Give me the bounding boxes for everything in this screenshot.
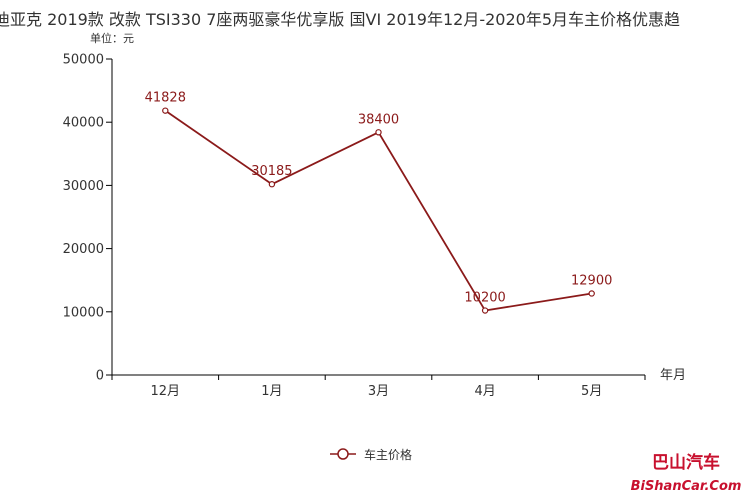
data-point[interactable] bbox=[588, 290, 595, 297]
x-tick-label: 4月 bbox=[474, 384, 495, 399]
data-label: 10200 bbox=[464, 291, 505, 306]
data-label: 30185 bbox=[251, 164, 292, 179]
series-layer: 41828 30185 38400 10200 12900 bbox=[145, 91, 612, 314]
x-tick-label: 12月 bbox=[151, 384, 181, 399]
y-tick-label: 0 bbox=[96, 369, 104, 384]
watermark-logo-icon: 巴山汽车 BiShanCar.Com bbox=[631, 452, 742, 494]
chart-title-text: 迪亚克 2019款 改款 TSI330 7座两驱豪华优享版 国VI 2019年1… bbox=[0, 10, 681, 29]
legend-marker-icon bbox=[330, 448, 356, 460]
chart-title: 迪亚克 2019款 改款 TSI330 7座两驱豪华优享版 国VI 2019年1… bbox=[0, 0, 744, 34]
y-tick-label: 30000 bbox=[63, 179, 104, 194]
y-tick-label: 10000 bbox=[63, 305, 104, 320]
data-point[interactable] bbox=[375, 129, 382, 136]
data-point[interactable] bbox=[268, 181, 276, 188]
data-point[interactable] bbox=[481, 307, 489, 314]
y-axis: 0 10000 20000 30000 40000 50000 bbox=[63, 53, 113, 384]
y-tick-label: 50000 bbox=[63, 53, 104, 68]
y-tick-label: 20000 bbox=[63, 242, 104, 257]
svg-text:巴山汽车: 巴山汽车 bbox=[652, 452, 720, 473]
y-axis-unit-label: 单位：元 bbox=[90, 31, 134, 45]
data-label: 41828 bbox=[145, 91, 186, 106]
data-point[interactable] bbox=[162, 107, 169, 114]
x-axis: 12月 1月 3月 4月 5月 bbox=[111, 374, 646, 399]
x-tick-label: 1月 bbox=[261, 384, 282, 399]
legend-label: 车主价格 bbox=[364, 447, 413, 462]
x-tick-label: 3月 bbox=[368, 384, 389, 399]
x-axis-unit-label: 年月 bbox=[660, 368, 686, 383]
data-label: 12900 bbox=[571, 273, 612, 288]
series-line bbox=[164, 109, 592, 312]
legend[interactable]: 车主价格 bbox=[330, 444, 412, 464]
svg-text:BiShanCar.Com: BiShanCar.Com bbox=[631, 479, 742, 494]
y-tick-label: 40000 bbox=[63, 116, 104, 131]
x-tick-label: 5月 bbox=[581, 384, 602, 399]
data-label: 38400 bbox=[358, 112, 399, 127]
